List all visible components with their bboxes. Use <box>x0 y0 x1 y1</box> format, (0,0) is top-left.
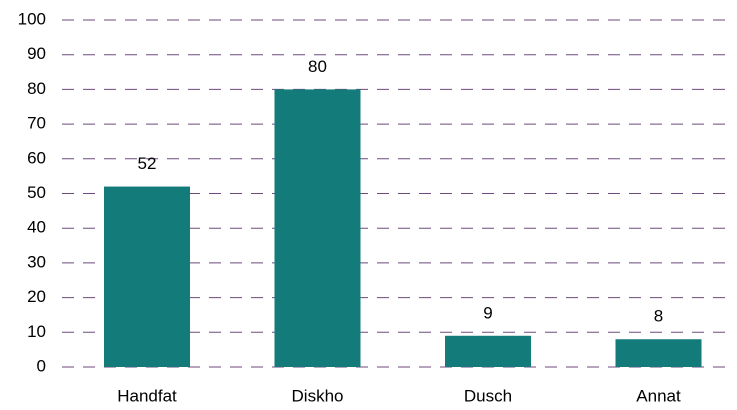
y-tick-label: 40 <box>27 218 46 237</box>
y-tick-label: 80 <box>27 79 46 98</box>
data-label: 8 <box>654 307 663 326</box>
y-tick-label: 20 <box>27 287 46 306</box>
y-tick-label: 60 <box>27 148 46 167</box>
data-label: 9 <box>483 303 492 322</box>
bar <box>615 339 702 367</box>
y-tick-label: 0 <box>37 356 46 375</box>
bar <box>104 186 190 367</box>
y-tick-label: 30 <box>27 252 46 271</box>
bar <box>274 89 361 368</box>
y-tick-label: 70 <box>27 114 46 133</box>
data-label: 80 <box>308 57 327 76</box>
y-tick-label: 10 <box>27 322 46 341</box>
data-label: 52 <box>138 154 157 173</box>
x-tick-label: Diskho <box>292 386 344 405</box>
bar <box>445 335 531 367</box>
x-tick-label: Dusch <box>464 386 512 405</box>
x-tick-label: Annat <box>636 386 681 405</box>
y-tick-label: 90 <box>27 44 46 63</box>
y-tick-label: 100 <box>18 9 46 28</box>
x-tick-label: Handfat <box>117 386 177 405</box>
y-tick-label: 50 <box>27 183 46 202</box>
